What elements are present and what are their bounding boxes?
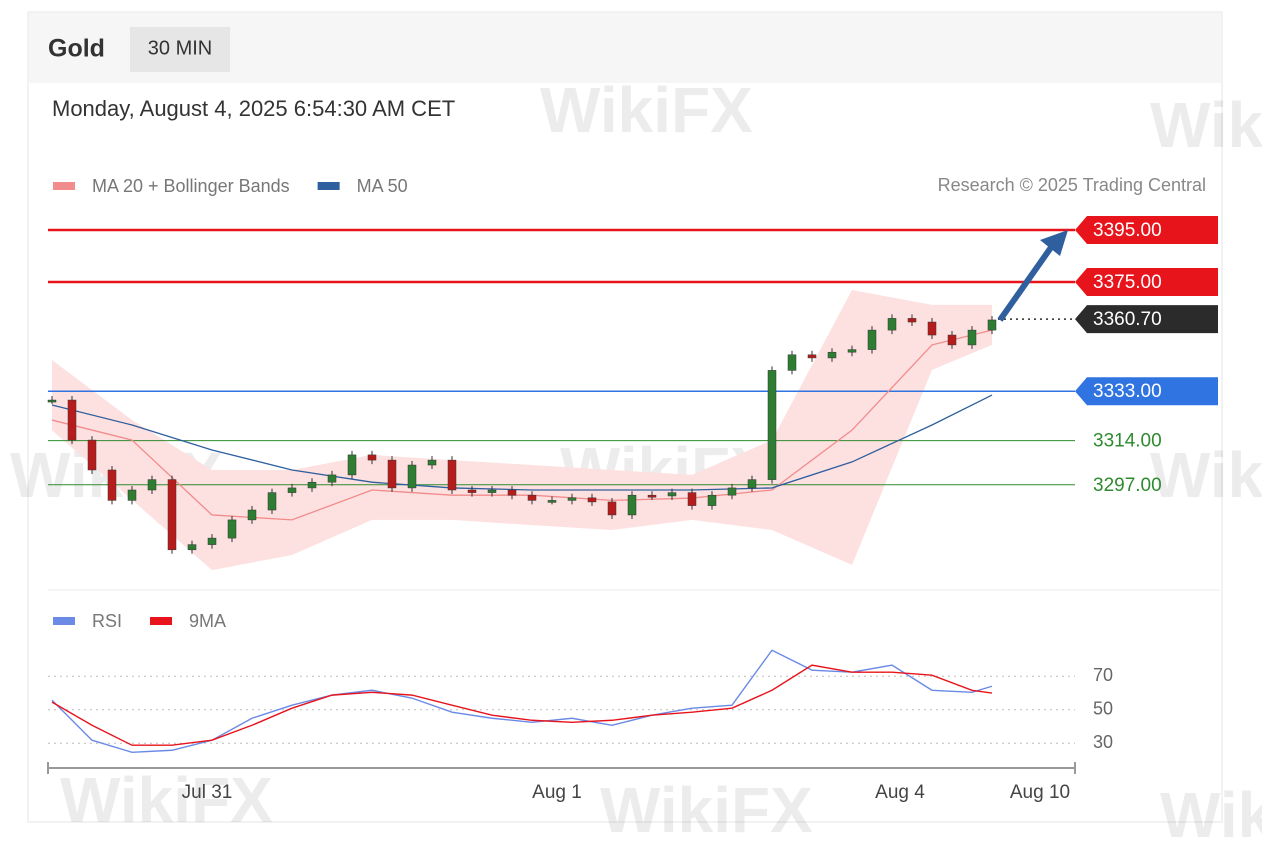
candle [367, 454, 377, 461]
candle [227, 519, 237, 539]
candle [667, 492, 677, 497]
candle [67, 399, 77, 441]
card [27, 11, 1223, 823]
candle [627, 494, 637, 516]
candle [247, 509, 257, 521]
watermark: WikiFX [1150, 89, 1262, 161]
candle [207, 537, 217, 545]
candle [387, 459, 397, 489]
candle [167, 479, 177, 551]
watermark: WikiFX [60, 764, 273, 836]
candle [547, 500, 557, 503]
candle [487, 489, 497, 493]
x-tick-label: Aug 10 [1010, 782, 1070, 803]
level-tag [1075, 216, 1218, 244]
legend-swatch [53, 182, 75, 190]
candle [807, 354, 817, 359]
candle [607, 501, 617, 516]
level-label: 3395.00 [1093, 220, 1162, 241]
watermark: WikiFX [1160, 779, 1262, 844]
candle [947, 334, 957, 346]
legend-swatch [53, 617, 75, 625]
candle [427, 459, 437, 466]
x-tick-label: Aug 1 [532, 782, 582, 803]
y-tick-label: 70 [1093, 665, 1113, 685]
candle [987, 319, 997, 331]
candle [827, 351, 837, 359]
candle [787, 354, 797, 371]
candle [87, 439, 97, 471]
candle [527, 494, 537, 501]
candle [647, 494, 657, 498]
rsi-line [51, 664, 993, 746]
watermark: WikiFX [600, 774, 813, 844]
candle [887, 318, 897, 331]
legend-swatch [150, 617, 173, 625]
candle [587, 497, 597, 503]
timestamp: Monday, August 4, 2025 6:54:30 AM CET [52, 96, 455, 121]
candle [407, 464, 417, 489]
candle [687, 492, 697, 506]
candle [727, 487, 737, 496]
candle [907, 318, 917, 323]
candle [507, 489, 517, 496]
candle [747, 479, 757, 489]
title: Gold [48, 35, 105, 63]
candle [307, 481, 317, 489]
candle [567, 497, 577, 501]
target-arrow [997, 244, 1055, 322]
level-label: 3360.70 [1093, 309, 1162, 330]
level-tag [1075, 268, 1218, 296]
source-note: Research © 2025 Trading Central [938, 175, 1206, 195]
candle [287, 487, 297, 493]
legend-label: 9MA [189, 611, 226, 631]
legend-label: MA 20 + Bollinger Bands [92, 176, 290, 196]
legend-label: RSI [92, 611, 122, 631]
candle [847, 349, 857, 353]
x-tick-label: Aug 4 [875, 782, 925, 803]
target-arrow-head [1040, 230, 1068, 256]
level-label: 3375.00 [1093, 272, 1162, 293]
legend-swatch [317, 182, 340, 190]
level-tag [1075, 305, 1218, 334]
bollinger-band [52, 290, 992, 571]
candle [267, 492, 277, 511]
y-tick-label: 50 [1093, 698, 1113, 718]
watermark: WikiFX [1150, 439, 1262, 511]
candle [467, 489, 477, 493]
candle [147, 479, 157, 491]
candle [187, 544, 197, 551]
legend-label: MA 50 [357, 176, 408, 196]
level-label: 3297.00 [1093, 475, 1162, 496]
ma-line [51, 394, 993, 491]
level-tag [1075, 377, 1218, 406]
candle [967, 329, 977, 346]
candle [107, 469, 117, 501]
candle [47, 399, 57, 403]
x-tick-label: Jul 31 [182, 782, 233, 803]
watermark: WikiFX [540, 74, 753, 146]
candle [127, 489, 137, 501]
candle [447, 459, 457, 491]
level-label: 3314.00 [1093, 431, 1162, 452]
interval-badge [130, 27, 230, 72]
candle [327, 474, 337, 483]
y-tick-label: 30 [1093, 732, 1113, 752]
candle [927, 321, 937, 336]
level-label: 3333.00 [1093, 381, 1162, 402]
candle [767, 370, 777, 480]
candle [867, 329, 877, 350]
candle [347, 454, 357, 476]
candle [707, 494, 717, 506]
interval: 30 MIN [148, 37, 212, 59]
